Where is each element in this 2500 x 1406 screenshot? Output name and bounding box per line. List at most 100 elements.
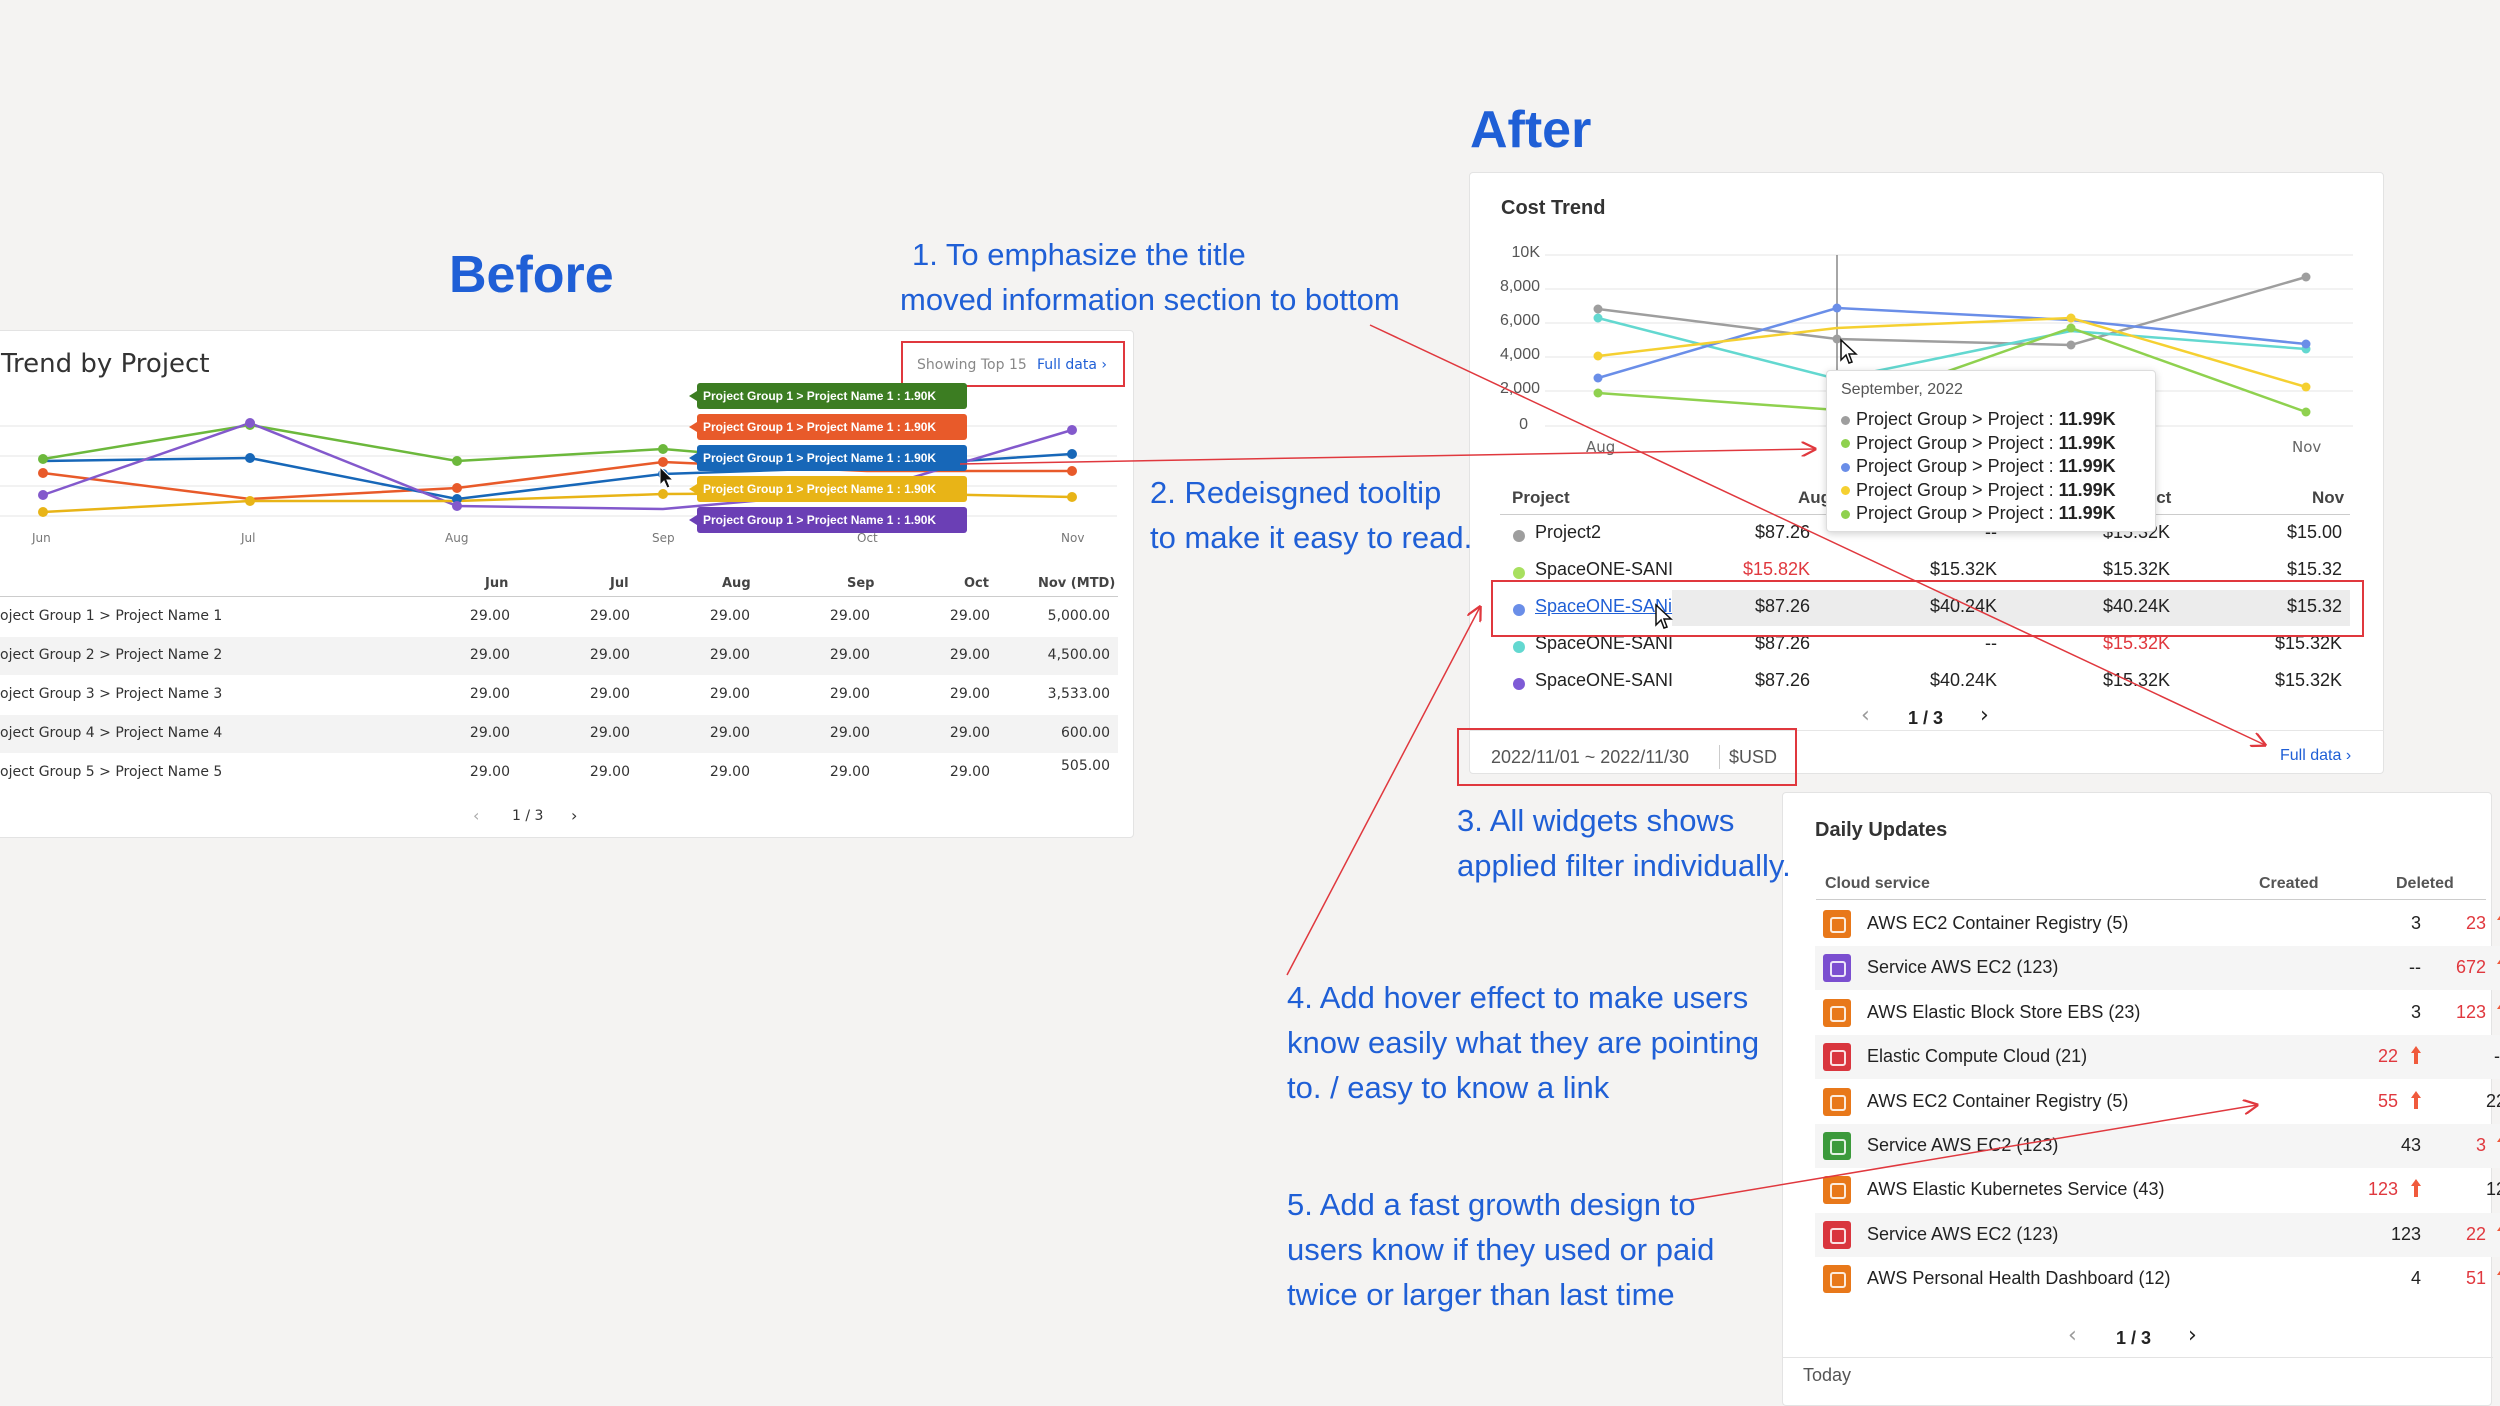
list-item[interactable]: Service AWS EC2 (123) 43 3 bbox=[1815, 1124, 2500, 1168]
before-tooltip-row: Project Group 1 > Project Name 1 : 1.90K bbox=[689, 476, 967, 502]
service-icon bbox=[1823, 954, 1851, 983]
before-next-page-icon[interactable]: › bbox=[571, 806, 578, 825]
growth-arrow-icon bbox=[2496, 912, 2500, 932]
cell: $15.00 bbox=[2286, 522, 2342, 542]
list-item[interactable]: AWS Elastic Kubernetes Service (43) 123 12 bbox=[1815, 1168, 2500, 1212]
tooltip-row: Project Group > Project : 11.99K bbox=[1841, 480, 2116, 501]
before-col-header: Jul bbox=[610, 576, 629, 591]
created-count: 4 bbox=[2410, 1268, 2421, 1289]
cell: 29.00 bbox=[949, 686, 990, 702]
cell: 5,000.00 bbox=[1047, 608, 1110, 624]
y-tick: 10K bbox=[1511, 244, 1540, 261]
cell: 29.00 bbox=[709, 686, 750, 702]
showing-top-label: Showing Top 15 bbox=[917, 357, 1027, 373]
note-2-line: 2. Redeisgned tooltip bbox=[1150, 475, 1442, 510]
y-tick: 4,000 bbox=[1499, 346, 1540, 363]
filter-box: 2022/11/01 ~ 2022/11/30 $USD bbox=[1457, 728, 1797, 786]
series-color-dot bbox=[1841, 439, 1850, 449]
daily-updates-widget: Daily Updates Cloud service Created Dele… bbox=[1782, 792, 2493, 1406]
list-item[interactable]: Service AWS EC2 (123) -- 672 bbox=[1815, 946, 2500, 991]
after-widget-title: Cost Trend bbox=[1501, 197, 1606, 219]
deleted-count: 3 bbox=[2475, 1135, 2486, 1155]
before-x-label: Jun bbox=[32, 531, 51, 545]
col-header-nov: Nov bbox=[2312, 488, 2345, 507]
tooltip-row: Project Group > Project : 11.99K bbox=[1841, 433, 2116, 454]
service-icon bbox=[1823, 1132, 1851, 1160]
cell: 3,533.00 bbox=[1047, 686, 1110, 702]
list-item[interactable]: AWS EC2 Container Registry (5) 55 22 bbox=[1815, 1080, 2500, 1124]
before-x-label: Nov bbox=[1061, 531, 1085, 545]
cell: 29.00 bbox=[949, 725, 990, 741]
daily-prev-page-icon[interactable]: ‹ bbox=[2068, 1323, 2077, 1348]
before-prev-page-icon[interactable]: ‹ bbox=[473, 806, 480, 825]
before-table: Jun Jul Aug Sep Oct Nov (MTD) oject Grou… bbox=[0, 0, 1130, 840]
before-col-header: Nov (MTD) bbox=[1038, 576, 1116, 591]
before-pagination: 1 / 3 bbox=[512, 808, 544, 824]
y-tick: 2,000 bbox=[1499, 380, 1540, 397]
list-item[interactable]: AWS EC2 Container Registry (5) 3 23 bbox=[1815, 902, 2500, 946]
daily-footer: Today bbox=[1803, 1365, 1852, 1385]
service-name: Service AWS EC2 (123) bbox=[1867, 1223, 2059, 1244]
growth-arrow-icon bbox=[2496, 1267, 2500, 1287]
before-full-data-link[interactable]: Full data › bbox=[1037, 357, 1107, 373]
series-color-dot bbox=[1513, 641, 1525, 653]
service-icon bbox=[1823, 1265, 1851, 1294]
series-color-dot bbox=[1513, 530, 1525, 542]
note-2-line: to make it easy to read. bbox=[1150, 520, 1473, 555]
service-name: AWS EC2 Container Registry (5) bbox=[1867, 1090, 2129, 1111]
note-5: 5. Add a fast growth design to users kno… bbox=[1287, 1182, 1714, 1317]
created-count: 123 bbox=[2390, 1223, 2421, 1244]
deleted-count: 123 bbox=[2455, 1001, 2486, 1022]
series-color-dot bbox=[1841, 415, 1850, 425]
list-item[interactable]: AWS Elastic Block Store EBS (23) 3 123 bbox=[1815, 991, 2500, 1035]
created-count: 43 bbox=[2400, 1135, 2421, 1155]
note-4-line: to. / easy to know a link bbox=[1287, 1070, 1610, 1105]
after-next-page-icon[interactable]: › bbox=[1980, 703, 1989, 728]
growth-arrow-icon bbox=[2410, 1045, 2422, 1065]
note-1-line: 1. To emphasize the title bbox=[912, 237, 1246, 272]
row-label: oject Group 3 > Project Name 3 bbox=[0, 686, 223, 702]
list-item[interactable]: Service AWS EC2 (123) 123 22 bbox=[1815, 1212, 2500, 1257]
after-pagination: 1 / 3 bbox=[1908, 708, 1944, 728]
before-x-label: Aug bbox=[445, 531, 469, 545]
project-name: Project2 bbox=[1535, 522, 1602, 542]
list-item[interactable]: Elastic Compute Cloud (21) 22 -- bbox=[1815, 1035, 2500, 1080]
before-x-label: Sep bbox=[652, 531, 675, 545]
service-name: Service AWS EC2 (123) bbox=[1867, 957, 2059, 978]
cell: 29.00 bbox=[469, 686, 510, 702]
after-prev-page-icon[interactable]: ‹ bbox=[1861, 703, 1870, 728]
before-tooltip-row: Project Group 1 > Project Name 1 : 1.90K bbox=[689, 414, 967, 440]
before-x-label: Jul bbox=[241, 531, 256, 545]
col-deleted: Deleted bbox=[2396, 875, 2454, 892]
cell: 29.00 bbox=[709, 608, 750, 624]
cell: $40.24K bbox=[1929, 670, 1997, 690]
daily-next-page-icon[interactable]: › bbox=[2188, 1323, 2197, 1348]
after-x-label: Aug bbox=[1586, 438, 1616, 456]
list-item[interactable]: AWS Personal Health Dashboard (12) 4 51 bbox=[1815, 1257, 2500, 1301]
tooltip-row: Project Group > Project : 11.99K bbox=[1841, 409, 2116, 430]
deleted-count: 22 bbox=[2485, 1090, 2500, 1111]
service-name: AWS EC2 Container Registry (5) bbox=[1867, 913, 2129, 933]
col-created: Created bbox=[2259, 875, 2319, 892]
note-2: 2. Redeisgned tooltip to make it easy to… bbox=[1150, 470, 1472, 560]
before-col-header: Jun bbox=[485, 576, 509, 591]
cell: $15.32K bbox=[2102, 559, 2170, 579]
before-col-header: Sep bbox=[847, 576, 875, 591]
note-3: 3. All widgets shows applied filter indi… bbox=[1457, 798, 1791, 888]
after-full-data-link[interactable]: Full data › bbox=[2280, 747, 2352, 764]
cell: 505.00 bbox=[1061, 758, 1110, 774]
cell: 29.00 bbox=[589, 608, 630, 624]
before-info-box: Showing Top 15 Full data › bbox=[901, 341, 1125, 387]
note-4-line: know easily what they are pointing bbox=[1287, 1025, 1760, 1060]
deleted-count: 12 bbox=[2485, 1179, 2500, 1200]
service-name: Elastic Compute Cloud (21) bbox=[1867, 1046, 2088, 1067]
cell: 29.00 bbox=[829, 764, 870, 780]
created-count: 22 bbox=[2377, 1046, 2398, 1067]
filter-currency: $USD bbox=[1729, 747, 1778, 767]
cell: 29.00 bbox=[829, 725, 870, 741]
note-5-line: users know if they used or paid bbox=[1287, 1232, 1715, 1267]
cell: 29.00 bbox=[589, 725, 630, 741]
cell: 29.00 bbox=[709, 764, 750, 780]
series-color-dot bbox=[1841, 486, 1850, 496]
tooltip-row: Project Group > Project : 11.99K bbox=[1841, 503, 2116, 524]
